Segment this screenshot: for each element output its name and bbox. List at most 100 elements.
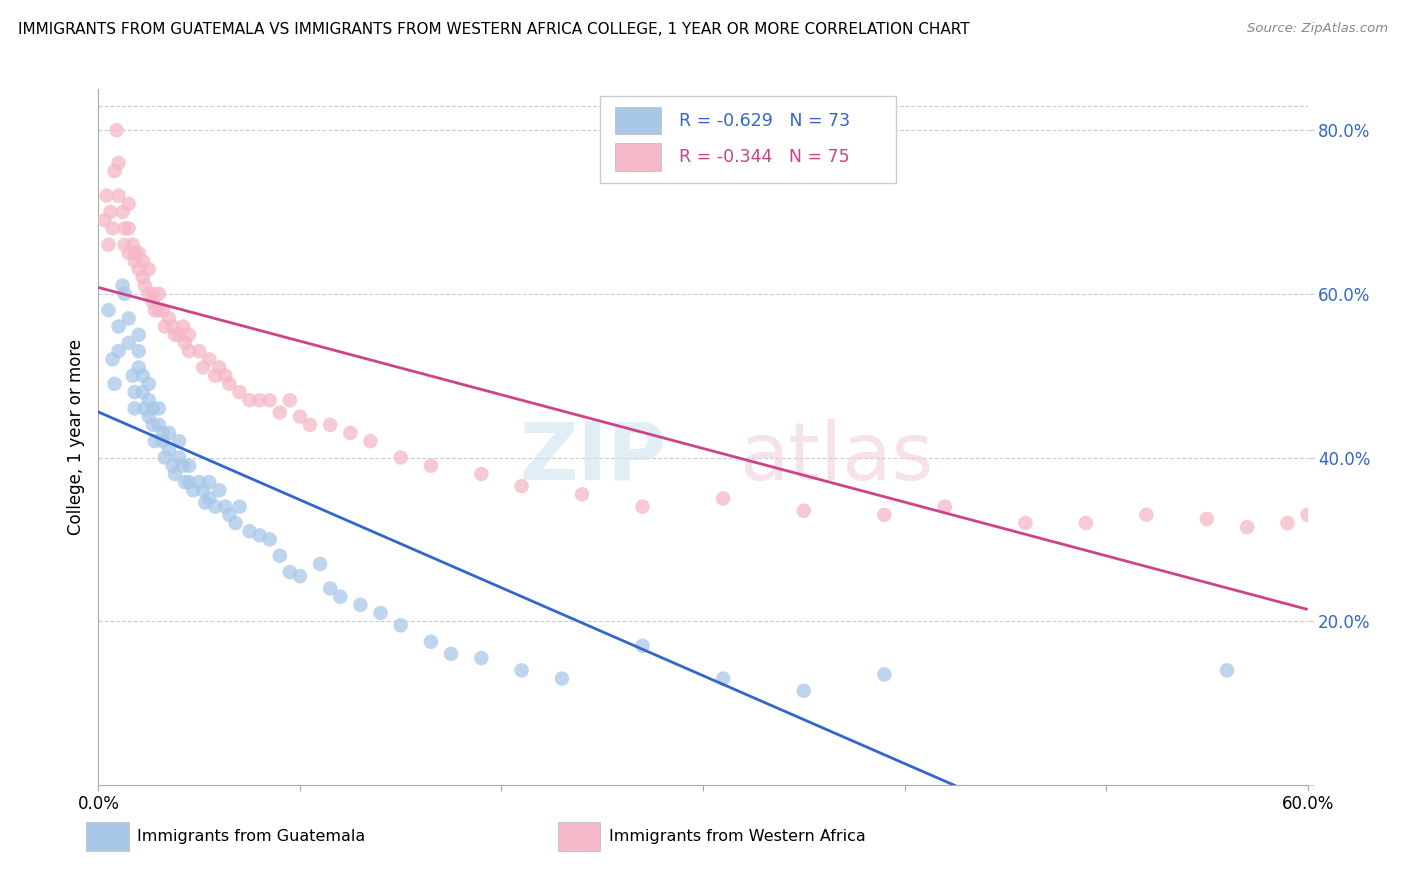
Point [299,417,322,432]
Point [571,487,593,501]
Point [389,618,412,632]
FancyBboxPatch shape [600,96,897,183]
Point [1195,512,1218,526]
Point [162,319,184,334]
Point [228,500,250,514]
Point [111,278,134,293]
Point [339,425,361,440]
Point [873,508,896,522]
Point [1014,516,1036,530]
Point [167,450,190,465]
Point [134,278,156,293]
Point [510,664,533,678]
Point [142,401,165,416]
Point [259,533,281,547]
Point [152,425,174,440]
Point [138,376,160,391]
Point [793,683,815,698]
Y-axis label: College, 1 year or more: College, 1 year or more [66,339,84,535]
Point [934,500,956,514]
Point [198,475,221,489]
Point [124,401,146,416]
Text: R = -0.344   N = 75: R = -0.344 N = 75 [679,148,849,166]
Point [118,246,141,260]
Point [319,582,342,596]
Point [172,319,194,334]
Point [124,385,146,400]
Point [360,434,382,449]
Point [132,270,155,285]
Point [179,475,201,489]
Point [631,639,654,653]
Point [157,442,180,457]
Point [114,221,136,235]
FancyBboxPatch shape [86,822,129,851]
Point [288,409,311,424]
Point [162,458,184,473]
Point [172,458,194,473]
Point [142,295,165,310]
Point [121,237,143,252]
Point [107,344,129,359]
Point [208,360,231,375]
Point [97,237,120,252]
Point [148,303,170,318]
Point [208,483,231,498]
Point [152,434,174,449]
Point [198,352,221,367]
Point [214,368,236,383]
Point [142,286,165,301]
Point [188,344,211,359]
Point [194,495,217,509]
Point [128,262,150,277]
Point [179,344,201,359]
Point [118,335,141,350]
Point [124,254,146,268]
Point [118,196,141,211]
Point [470,467,492,481]
Text: Immigrants from Guatemala: Immigrants from Guatemala [138,829,366,844]
Point [309,557,332,571]
Point [278,393,301,408]
Point [1216,664,1239,678]
Point [269,405,291,419]
Point [107,156,129,170]
Point [157,425,180,440]
Point [167,327,190,342]
Point [510,479,533,493]
Point [153,319,176,334]
Point [138,393,160,408]
Point [420,458,443,473]
Point [551,672,574,686]
Point [118,311,141,326]
Point [153,450,176,465]
FancyBboxPatch shape [558,822,600,851]
Point [128,327,150,342]
Point [239,524,262,539]
Point [103,164,125,178]
Point [174,335,197,350]
Point [143,303,166,318]
Point [93,213,115,227]
Point [163,327,186,342]
Text: Source: ZipAtlas.com: Source: ZipAtlas.com [1247,22,1388,36]
Point [128,246,150,260]
Point [349,598,371,612]
Point [132,368,155,383]
Point [269,549,291,563]
Point [111,205,134,219]
Point [118,221,141,235]
Point [107,319,129,334]
Point [163,467,186,481]
Point [134,401,156,416]
Point [228,385,250,400]
Point [138,409,160,424]
Point [114,237,136,252]
Point [101,352,124,367]
Point [214,500,236,514]
Point [138,286,160,301]
Point [288,569,311,583]
Point [329,590,352,604]
Point [181,483,204,498]
Point [224,516,246,530]
